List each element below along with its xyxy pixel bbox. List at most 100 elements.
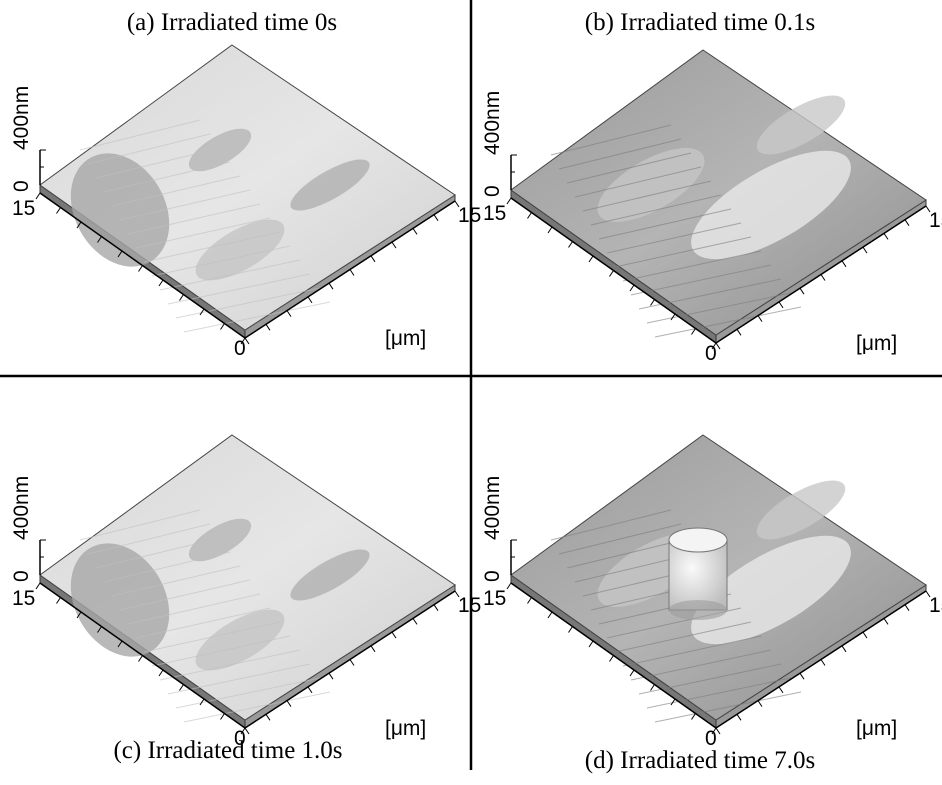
axis-tick [609, 270, 614, 277]
axis-tick [629, 669, 635, 677]
axis-tick [35, 582, 41, 590]
axis-tick [778, 301, 784, 309]
surface-feature [691, 535, 851, 645]
left-max: 15 [483, 202, 506, 225]
surface-feature [70, 543, 170, 657]
axis-tick [841, 645, 847, 653]
axis-tick [588, 255, 594, 263]
surface-streak [151, 635, 291, 667]
z-label: 400nm [10, 86, 33, 150]
surface-streak [558, 138, 682, 170]
axis-tick [117, 640, 123, 648]
axis-tick [199, 698, 205, 706]
surface-streak [119, 189, 251, 221]
surface-streak [183, 691, 331, 723]
axis-tick [711, 727, 717, 735]
axis-tick [265, 714, 271, 721]
surface-streak [135, 217, 271, 249]
axis-tick [391, 631, 397, 639]
surface-streak [103, 551, 231, 583]
left-max: 15 [12, 197, 35, 220]
surface [39, 434, 456, 721]
bump-top [668, 527, 728, 553]
axis-tick [506, 582, 512, 590]
caption: (d) Irradiated time 7.0s [585, 747, 815, 774]
axis-tick [568, 241, 573, 248]
surface-streak [159, 649, 301, 681]
axis-tick [370, 645, 376, 653]
axis-tick [799, 287, 805, 295]
surface-streak [95, 537, 221, 569]
axis-tick [412, 618, 418, 625]
axis-tick [506, 197, 512, 205]
axis-tick [629, 284, 635, 292]
surface-streak [183, 301, 331, 333]
axis-tick [799, 672, 805, 680]
axis-tick [736, 329, 742, 336]
axis-tick [265, 324, 271, 331]
right-max: 15 [458, 204, 481, 227]
axis-tick [454, 590, 460, 598]
panel: 400nm 0 15 15 0 [μm] [10, 44, 481, 360]
bump-base [669, 600, 727, 620]
axis-tick [240, 337, 246, 345]
surface-feature [195, 609, 285, 671]
axis-tick [715, 342, 721, 350]
axis-tick [220, 323, 225, 330]
surface-streak [127, 203, 261, 235]
surface-streak [143, 231, 281, 263]
axis-tick [670, 698, 676, 706]
axis-tick [97, 626, 102, 633]
surface-streak [175, 287, 321, 319]
surface-streak [638, 278, 782, 310]
surface-feature [70, 153, 170, 267]
surface-streak [638, 663, 782, 695]
surface-streak [111, 175, 241, 207]
axis-tick [307, 296, 313, 304]
z-zero: 0 [481, 185, 504, 197]
axis-tick [433, 604, 439, 611]
axis-tick [778, 686, 784, 694]
left-max: 15 [12, 587, 35, 610]
axis-tick [883, 618, 889, 625]
axis-tick [757, 315, 763, 322]
surface-streak [606, 222, 742, 254]
surface-streak [87, 133, 211, 165]
surface-streak [167, 663, 311, 695]
axis-tick [527, 597, 532, 604]
surface-feature [756, 480, 846, 540]
origin: 0 [234, 727, 246, 750]
surface [510, 49, 927, 336]
axis-tick [862, 246, 868, 254]
axis-tick [117, 250, 123, 258]
axis-tick [138, 655, 143, 662]
surface-streak [119, 579, 251, 611]
origin: 0 [705, 342, 717, 365]
right-max: 15 [458, 594, 481, 617]
axis-tick [820, 659, 826, 666]
z-label: 400nm [481, 91, 504, 155]
axis-tick [370, 255, 376, 263]
axis-tick [158, 279, 164, 287]
axis-tick [527, 212, 532, 219]
surface-feature [290, 549, 370, 601]
surface-feature [290, 159, 370, 211]
surface-streak [79, 119, 201, 151]
origin: 0 [705, 727, 717, 750]
axis-tick [650, 299, 655, 306]
axis-tick [925, 590, 931, 598]
axis-tick [328, 282, 334, 290]
axis-tick [244, 727, 250, 735]
axis-tick [307, 686, 313, 694]
surface-streak [614, 236, 752, 268]
origin: 0 [234, 337, 246, 360]
surface-streak [159, 259, 301, 291]
panel: 400nm 0 15 15 0 [μm] [481, 434, 942, 750]
axis-tick [454, 200, 460, 208]
caption: (b) Irradiated time 0.1s [585, 9, 815, 36]
surface-streak [558, 523, 682, 555]
surface-streak [654, 306, 802, 338]
surface-streak [95, 147, 221, 179]
surface-streak [87, 523, 211, 555]
axis-tick [904, 219, 910, 226]
